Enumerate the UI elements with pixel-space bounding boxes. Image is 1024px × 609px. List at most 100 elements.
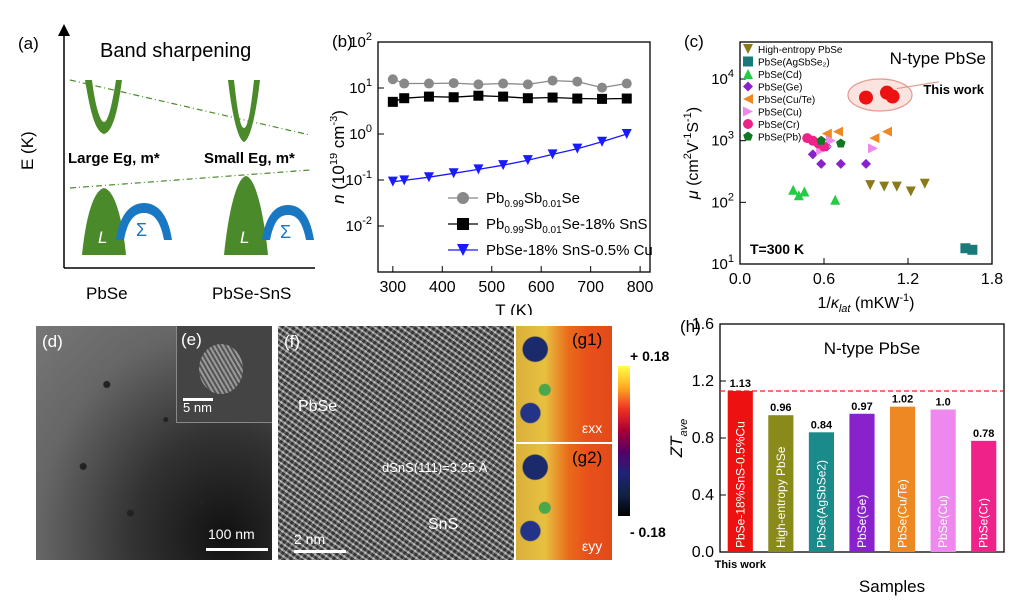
data-point-b-2 <box>572 143 583 154</box>
scale-bar-f <box>294 550 346 553</box>
x-label-pbse: PbSe <box>86 284 128 303</box>
y-tick-label-b: 10-1 <box>346 169 372 189</box>
large-gap-label: Large Eg, m* <box>68 150 160 167</box>
data-point-b-1 <box>621 93 632 104</box>
legend-marker-c <box>743 119 753 129</box>
bar-value-label-h: 0.97 <box>851 401 872 413</box>
x-label-pbse-sns: PbSe-SnS <box>212 284 292 303</box>
data-point-c-4 <box>882 126 892 137</box>
legend-marker-c <box>743 106 753 117</box>
y-tick-label-b: 100 <box>349 123 372 143</box>
band-diagram <box>58 24 315 269</box>
bar-h <box>849 413 875 552</box>
data-point-b-1 <box>572 93 583 104</box>
plot-frame-c <box>739 41 993 265</box>
bar-value-label-h: 0.84 <box>811 419 833 431</box>
data-point-b-1 <box>498 91 509 102</box>
colorbar-max: + 0.18 <box>630 348 670 364</box>
x-tick-label-b: 400 <box>429 279 456 296</box>
bar-value-label-h: 1.02 <box>892 394 913 406</box>
legend-label-c: PbSe(Cu) <box>758 108 802 119</box>
y-tick-label-c: 104 <box>711 68 734 88</box>
y-tick-label-b: 10-2 <box>346 215 372 235</box>
panel-label-e: (e) <box>181 330 202 349</box>
y-tick-label-b: 102 <box>349 31 372 51</box>
band-label-L-bottom-right: L <box>240 228 250 247</box>
panel-label-g1: (g1) <box>572 330 603 349</box>
data-point-c-3 <box>861 158 871 169</box>
y-tick-label-h: 0.0 <box>692 544 714 561</box>
data-point-b-0 <box>621 78 632 89</box>
y-axis-label-h: ZTave <box>668 419 690 459</box>
data-point-b-1 <box>387 96 398 107</box>
panel-label-d: (d) <box>42 332 63 351</box>
valence-band-left <box>82 188 126 255</box>
legend-marker-c <box>743 69 753 79</box>
data-point-b-0 <box>423 78 434 89</box>
data-point-c-2 <box>788 184 799 195</box>
data-point-c-4 <box>833 126 843 137</box>
data-point-c-1 <box>960 243 971 254</box>
pbse-label: PbSe <box>298 398 338 415</box>
legend-label-c: PbSe(Cu/Te) <box>758 95 815 106</box>
data-point-c-3 <box>835 158 846 169</box>
bar-h <box>808 432 835 552</box>
inset-hrtem: (e) 5 nm <box>176 326 272 423</box>
panel-label-c: (c) <box>684 32 704 51</box>
data-point-b-0 <box>498 78 509 89</box>
data-point-b-2 <box>473 164 484 175</box>
legend-marker-c <box>743 81 753 92</box>
scale-text-e: 5 nm <box>183 400 212 415</box>
bar-value-label-h: 0.78 <box>973 428 994 440</box>
data-point-c-8 <box>885 89 900 104</box>
data-point-c-3 <box>807 149 818 160</box>
chart-c: 0.0 0.6 1.2 1.8 101 102 103 104 1/κlat (mKW-1) μ … <box>682 41 1003 315</box>
legend-marker-c <box>743 56 753 67</box>
band-label-sigma-left: Σ <box>136 220 148 240</box>
bar-h <box>727 390 753 552</box>
data-point-c-0 <box>919 178 930 189</box>
y-tick-label-h: 0.8 <box>692 430 714 447</box>
x-tick-label-c: 0.6 <box>813 271 835 288</box>
data-point-b-1 <box>522 93 533 104</box>
y-tick-label-h: 1.6 <box>692 316 714 333</box>
data-point-c-2 <box>830 194 841 205</box>
panel-a-title: Band sharpening <box>100 40 252 62</box>
y-axis-label-b: n (1019 cm-3) <box>330 110 348 204</box>
highlight-ellipse-c <box>847 78 913 112</box>
data-point-b-0 <box>572 76 583 87</box>
bar-category-label-h: High-entropy PbSe <box>774 446 788 548</box>
data-point-b-0 <box>448 78 459 89</box>
bar-h <box>768 415 794 552</box>
bar-category-label-h: PbSe(Cr) <box>977 498 991 548</box>
x-tick-label-b: 800 <box>627 279 654 296</box>
bar-h <box>971 440 997 552</box>
data-point-c-5 <box>826 135 836 146</box>
data-point-c-1 <box>967 244 978 255</box>
legend-label-b: Pb0.99Sb0.01Se-18% SnS <box>486 216 648 236</box>
this-work-annotation-c: This work <box>923 82 984 97</box>
data-point-c-0 <box>891 181 902 192</box>
strain-label-xx: εxx <box>582 420 603 436</box>
data-point-b-2 <box>621 129 632 139</box>
legend-marker-b <box>457 192 469 204</box>
panel-label-a: (a) <box>18 34 39 53</box>
x-tick-label-b: 300 <box>379 279 406 296</box>
colorbar-min: - 0.18 <box>630 524 666 540</box>
this-work-footnote-h: This work <box>715 559 767 571</box>
panel-label-b: (b) <box>332 32 353 51</box>
scale-text-f: 2 nm <box>294 531 326 547</box>
data-point-b-2 <box>547 149 558 160</box>
data-point-c-4 <box>821 128 832 139</box>
data-point-c-8 <box>859 90 873 105</box>
data-point-b-0 <box>597 82 608 93</box>
data-point-b-2 <box>597 136 608 147</box>
data-point-b-1 <box>597 93 608 104</box>
data-point-c-7 <box>816 135 826 145</box>
data-point-b-0 <box>522 79 533 90</box>
sigma-band-left <box>116 203 172 240</box>
chart-h: (h) 0.0 0.4 0.8 1.2 1.6 ZTave Samples N-type PbS… <box>668 316 1005 596</box>
legend-marker-c <box>743 131 753 141</box>
bar-category-label-h: PbSe(AgSbSe2) <box>814 460 828 548</box>
y-tick-label-c: 103 <box>711 130 734 150</box>
